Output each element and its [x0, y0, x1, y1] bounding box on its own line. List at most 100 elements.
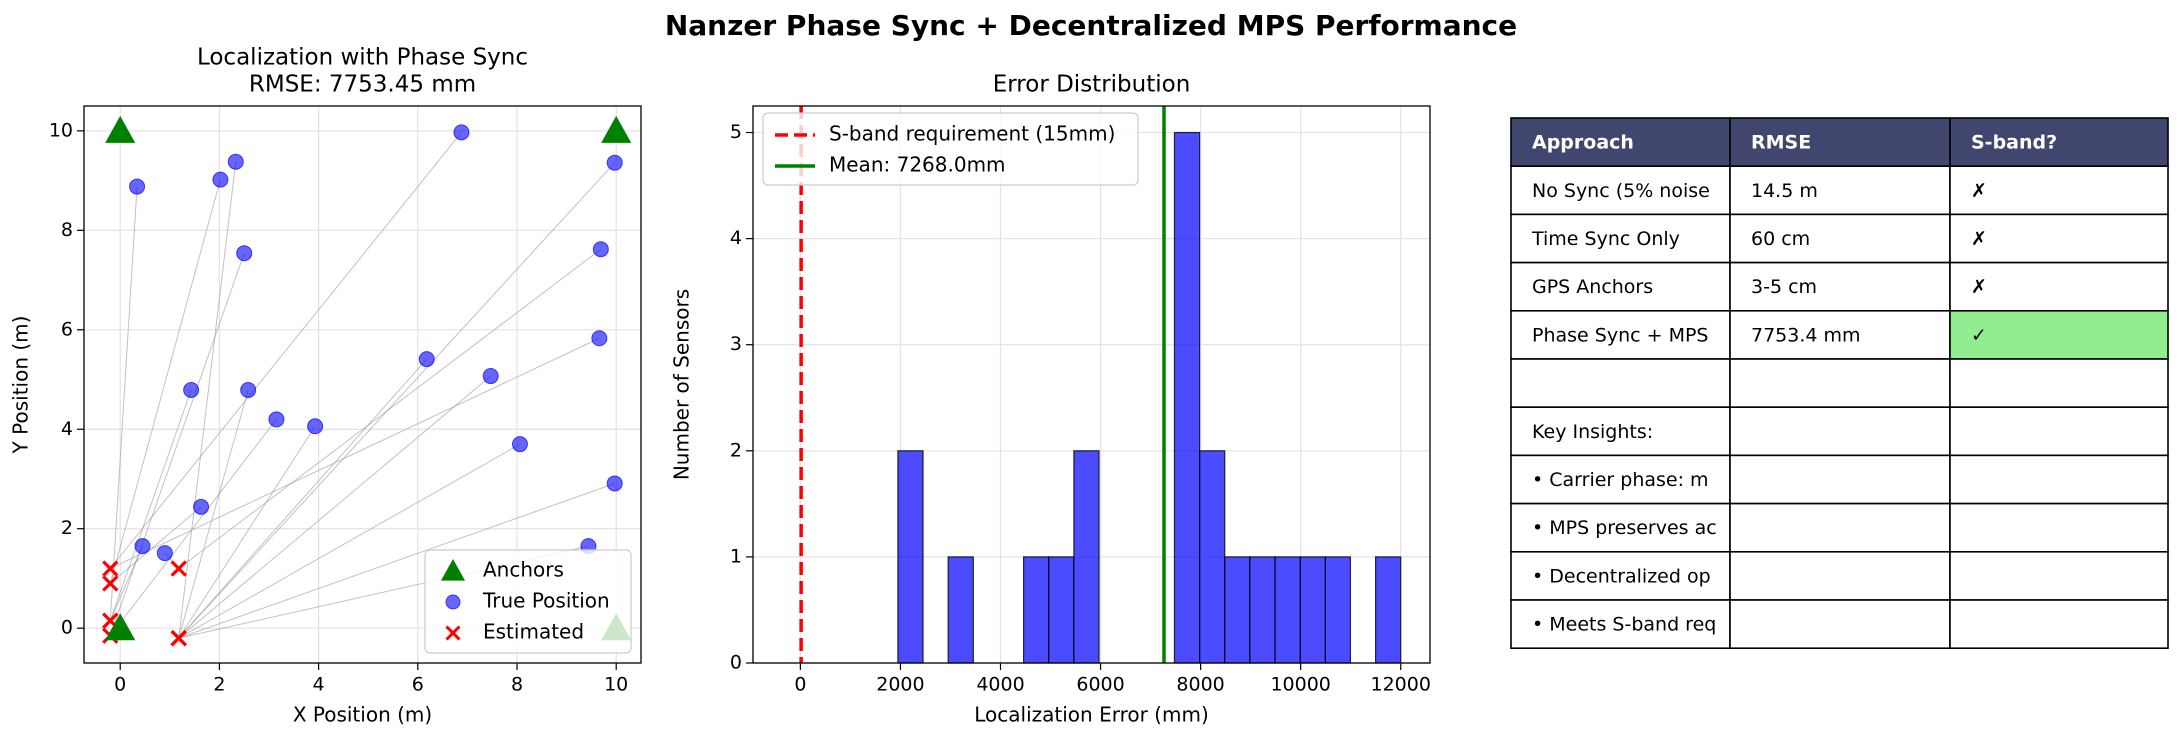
true-position-marker — [156, 545, 173, 562]
y-tick-label: 2 — [61, 517, 73, 539]
true-position-marker — [418, 351, 435, 368]
table-cell — [1729, 599, 1951, 650]
cell-text: No Sync (5% noise — [1532, 180, 1710, 202]
table-cell — [1510, 599, 1731, 650]
legend-label: True Position — [482, 589, 610, 613]
histogram-bar — [1299, 556, 1326, 664]
legend-label: Mean: 7268.0mm — [829, 153, 1006, 177]
estimated-marker — [102, 560, 119, 577]
true-position-marker — [183, 381, 200, 398]
x-tick-label: 4000 — [976, 674, 1024, 696]
axes-frame — [83, 105, 642, 664]
table-cell — [1510, 358, 1731, 409]
legend-label: S-band requirement (15mm) — [829, 122, 1115, 146]
true-position-marker — [134, 538, 151, 555]
histogram-bar — [1073, 450, 1100, 664]
x-tick-label: 4 — [313, 674, 325, 696]
connection-line — [178, 162, 616, 639]
true-position-marker — [193, 498, 210, 515]
cell-text: • Decentralized op — [1532, 565, 1711, 587]
cell-text: • Meets S-band req — [1532, 614, 1716, 636]
true-position-marker — [240, 381, 257, 398]
table-cell — [1510, 309, 1731, 360]
connection-line — [178, 482, 615, 639]
table-cell — [1729, 454, 1951, 505]
table-cell — [1510, 454, 1731, 505]
connection-line — [178, 161, 237, 639]
estimated-marker — [170, 560, 187, 577]
estimated-marker — [170, 630, 187, 647]
x-tick-label: 0 — [114, 674, 126, 696]
legend-label: Estimated — [483, 620, 584, 644]
table-cell — [1510, 502, 1731, 553]
true-position-marker — [606, 154, 623, 171]
estimated-marker — [445, 625, 461, 641]
x-tick-label: 2000 — [876, 674, 924, 696]
connection-line — [109, 186, 138, 621]
connection-line — [109, 253, 245, 636]
table-cell — [1949, 599, 2169, 650]
histogram-bar — [1173, 131, 1201, 664]
axes-frame — [752, 105, 1431, 664]
table-cell — [1729, 502, 1951, 553]
legend-box — [424, 549, 632, 654]
true-position-marker — [591, 330, 608, 347]
true-position-marker — [592, 241, 609, 258]
table-cell — [1729, 358, 1951, 409]
histogram-bar — [1274, 556, 1301, 664]
y-tick-label: 2 — [730, 439, 742, 461]
y-tick-label: 0 — [730, 652, 742, 674]
x-tick-label: 6000 — [1076, 674, 1124, 696]
table-cell — [1510, 406, 1731, 457]
cell-text: Phase Sync + MPS — [1532, 324, 1708, 346]
cell-text: 14.5 m — [1751, 180, 1818, 202]
cell-text: ✗ — [1971, 180, 1987, 202]
cell-text: ✓ — [1971, 324, 1987, 346]
y-tick-label: 10 — [49, 119, 73, 141]
histogram-bar — [1324, 556, 1352, 664]
histogram-bar — [897, 450, 924, 664]
table-cell — [1729, 261, 1951, 312]
true-position-marker — [268, 411, 285, 428]
true-position-marker — [227, 153, 244, 170]
histogram-bar — [1198, 450, 1226, 664]
y-tick-label: 4 — [730, 227, 742, 249]
x-axis-label: Localization Error (mm) — [974, 703, 1209, 727]
table-cell — [1510, 550, 1731, 601]
true-position-marker — [511, 436, 528, 453]
connection-line — [109, 506, 202, 584]
y-axis-label: Y Position (m) — [9, 316, 33, 455]
y-tick-label: 5 — [730, 121, 742, 143]
estimated-marker — [102, 575, 119, 592]
x-tick-label: 10 — [604, 674, 628, 696]
true-position-marker — [445, 594, 461, 610]
y-tick-label: 0 — [61, 617, 73, 639]
anchor-marker — [105, 115, 136, 143]
true-position-marker — [482, 368, 499, 385]
connection-line — [110, 337, 600, 569]
table-cell — [1949, 261, 2169, 312]
x-tick-label: 2 — [213, 674, 225, 696]
connection-line — [109, 389, 192, 621]
connection-line — [178, 248, 602, 569]
connection-line — [109, 419, 277, 636]
table-cell — [1729, 309, 1951, 360]
table-cell — [1949, 502, 2169, 553]
cell-text: 60 cm — [1751, 228, 1810, 250]
figure-title: Nanzer Phase Sync + Decentralized MPS Pe… — [665, 9, 1517, 42]
true-position-marker — [212, 171, 229, 188]
cell-text: 3-5 cm — [1751, 276, 1817, 298]
cell-text: Approach — [1532, 132, 1634, 154]
y-tick-label: 1 — [730, 545, 742, 567]
cell-text: GPS Anchors — [1532, 276, 1653, 298]
cell-text: ✗ — [1971, 276, 1987, 298]
table-cell — [1949, 454, 2169, 505]
y-axis-label: Number of Sensors — [670, 289, 694, 480]
cell-text: RMSE — [1751, 132, 1811, 154]
y-tick-label: 8 — [61, 219, 73, 241]
x-tick-label: 8000 — [1176, 674, 1224, 696]
table-cell — [1729, 406, 1951, 457]
anchor-marker — [441, 559, 465, 581]
cell-text: Time Sync Only — [1531, 228, 1680, 250]
table-cell — [1729, 165, 1951, 216]
